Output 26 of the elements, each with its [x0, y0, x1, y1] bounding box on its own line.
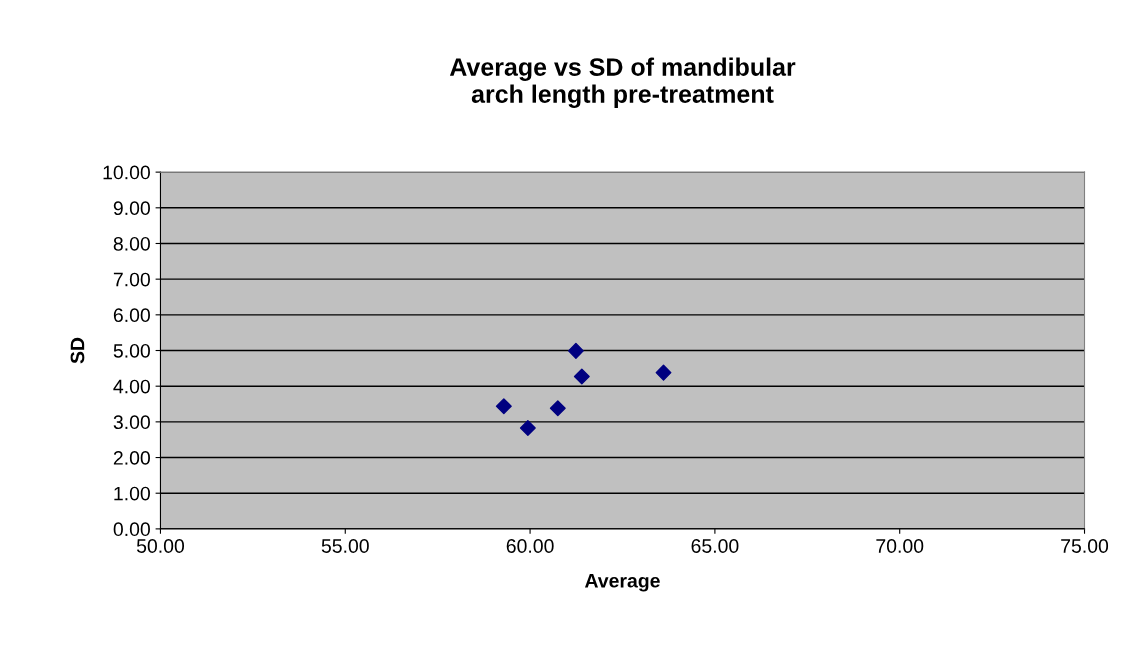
y-tick-label: 10.00	[103, 165, 150, 180]
x-tick-label: 75.00	[1061, 539, 1109, 553]
y-tick-label: 5.00	[113, 343, 150, 358]
y-axis-title: SD	[70, 337, 85, 364]
point	[567, 342, 584, 359]
x-tick-label: 50.00	[136, 539, 185, 553]
point	[495, 398, 512, 415]
y-tick-label: 8.00	[113, 236, 150, 251]
y-tick-label: 1.00	[114, 486, 150, 501]
point	[519, 419, 536, 436]
chart-title: Average vs SD of mandibular arch length pre-treatment	[449, 57, 796, 108]
y-tick-label: 2.00	[113, 451, 150, 465]
y-tick-label: 0.00	[113, 522, 150, 537]
y-tick-label: 9.00	[113, 201, 150, 216]
point	[549, 400, 566, 417]
point	[573, 368, 590, 385]
y-tick-label: 7.00	[113, 272, 150, 287]
y-tick-label: 4.00	[113, 379, 150, 394]
y-tick-label: 6.00	[113, 308, 150, 323]
x-tick-label: 70.00	[876, 539, 924, 553]
x-tick-label: 60.00	[506, 539, 554, 553]
x-tick-label: 65.00	[691, 539, 739, 553]
point	[655, 364, 672, 381]
x-tick-label: 55.00	[321, 539, 369, 553]
x-axis-title: Average	[584, 574, 660, 592]
y-tick-label: 3.00	[113, 415, 150, 430]
